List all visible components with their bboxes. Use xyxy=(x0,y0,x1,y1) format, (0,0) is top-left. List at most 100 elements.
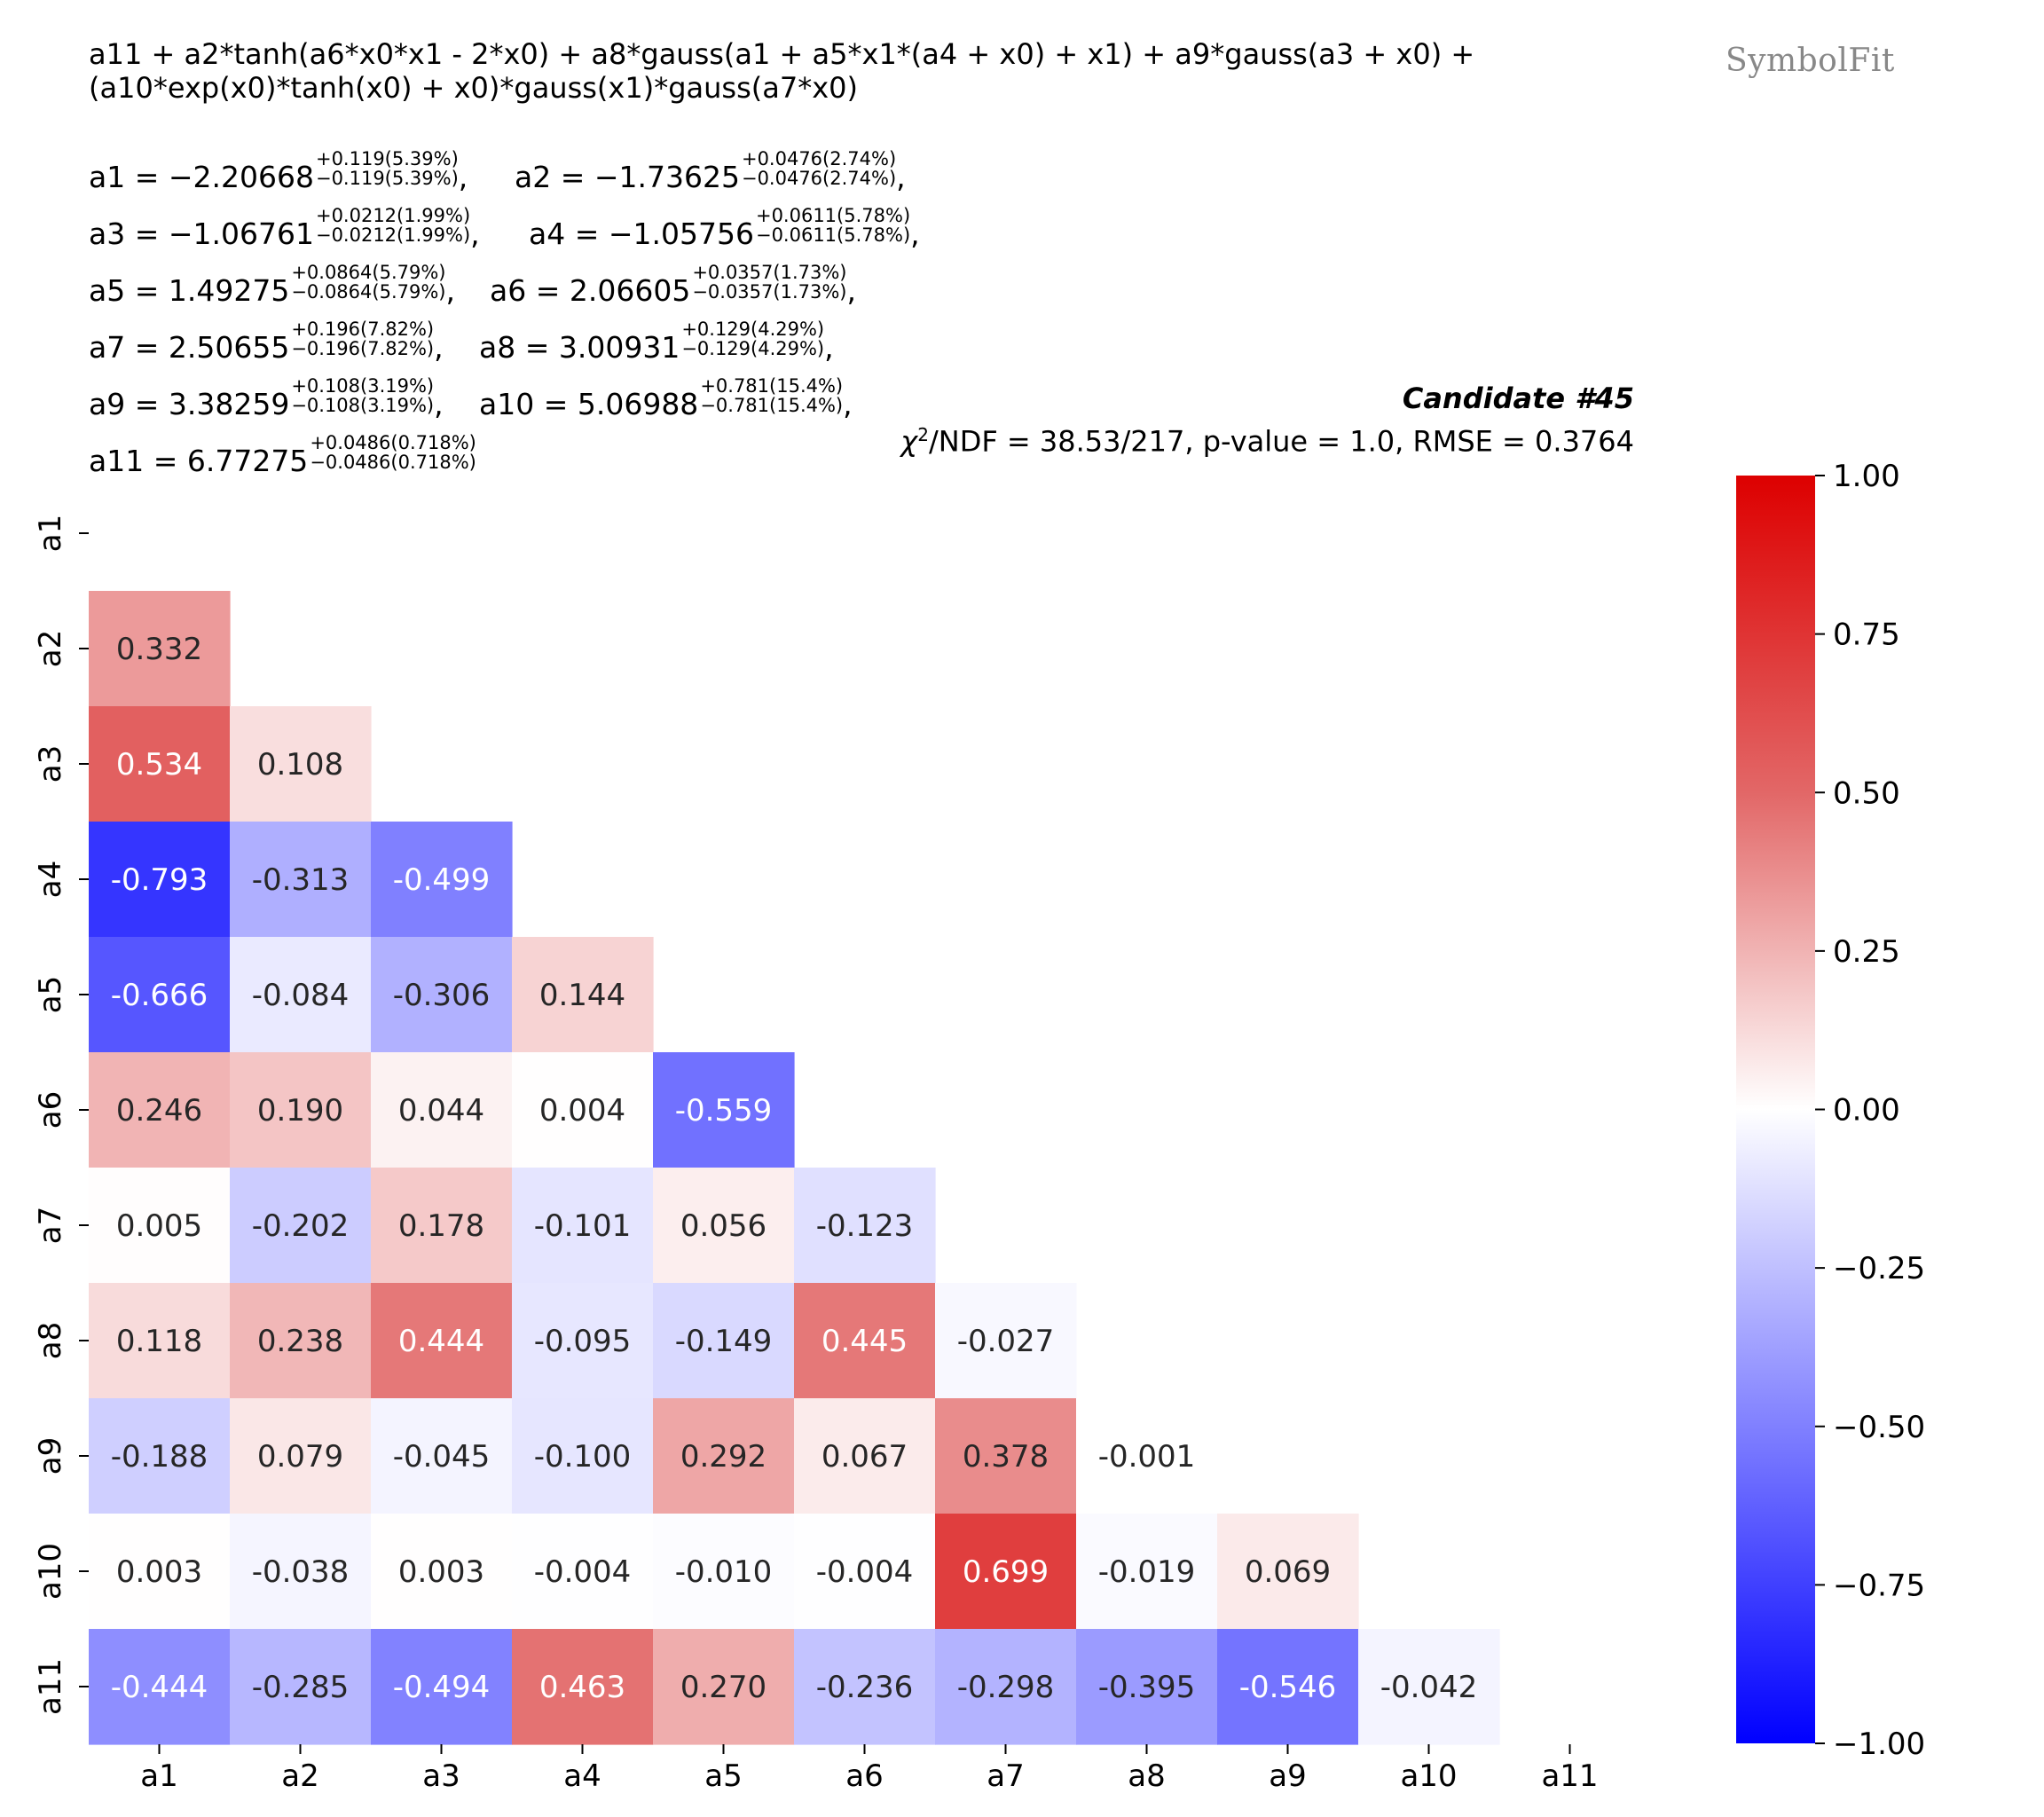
parameter-uncertainty: +0.781(15.4%) −0.781(15.4%) xyxy=(700,376,843,415)
candidate-label: Candidate #45 xyxy=(1402,381,1634,415)
chi-symbol: χ xyxy=(900,424,918,459)
x-axis-labels: a1 a2 a3 a4 a5 a6 a7 a8 a9 a10 a11 xyxy=(140,1744,1599,1794)
cell-value-label: -0.306 xyxy=(393,978,491,1013)
y-axis-labels: a1 a2 a3 a4 a5 a6 a7 a8 a9 a10 a11 xyxy=(33,515,89,1715)
uncertainty-down: −0.0357(1.73%) xyxy=(692,281,847,303)
x-tick-label: a5 xyxy=(704,1758,742,1794)
cell-value-label: 0.444 xyxy=(398,1324,484,1359)
cell-value-label: -0.298 xyxy=(957,1670,1055,1705)
parameter-uncertainty: +0.0486(0.718%) −0.0486(0.718%) xyxy=(310,433,476,472)
parameter-uncertainty: +0.0864(5.79%) −0.0864(5.79%) xyxy=(291,263,445,302)
cell-value-label: -0.095 xyxy=(534,1324,632,1359)
x-tick-label: a6 xyxy=(845,1758,883,1794)
y-tick-label: a7 xyxy=(33,1207,68,1244)
uncertainty-down: −0.119(5.39%) xyxy=(315,168,459,189)
cell-value-label: 0.445 xyxy=(822,1324,908,1359)
heatmap-cell xyxy=(230,937,372,1053)
parameter-value: a8 = 3.00931 xyxy=(479,330,680,365)
cell-value-label: 0.069 xyxy=(1245,1554,1331,1590)
cell-value-label: -0.004 xyxy=(816,1554,914,1590)
cell-value-label: -0.313 xyxy=(252,862,350,898)
heatmap-cell xyxy=(371,1283,513,1399)
heatmap-cell xyxy=(371,1629,513,1745)
heatmap-cell xyxy=(653,1052,795,1168)
heatmap-cell xyxy=(230,1514,372,1630)
heatmap-cell xyxy=(371,1052,513,1168)
heatmap-cell xyxy=(89,1514,231,1630)
heatmap-cell xyxy=(371,1398,513,1514)
heatmap-cell xyxy=(935,1514,1077,1630)
uncertainty-up: +0.0212(1.99%) xyxy=(315,205,471,226)
heatmap-cell xyxy=(89,1052,231,1168)
parameter-value: a4 = −1.05756 xyxy=(529,216,754,251)
cell-value-label: 0.246 xyxy=(116,1093,202,1129)
cell-value-label: -0.100 xyxy=(534,1439,632,1475)
parameter-value: a5 = 1.49275 xyxy=(89,273,290,308)
parameter-uncertainty: +0.0476(2.74%) −0.0476(2.74%) xyxy=(742,149,896,188)
y-tick-label: a2 xyxy=(33,630,68,667)
heatmap-cell xyxy=(512,937,654,1053)
parameter-a9: a9 = 3.38259 +0.108(3.19%) −0.108(3.19%), xyxy=(89,375,444,421)
cell-value-label: -0.546 xyxy=(1239,1670,1337,1705)
cell-value-label: 0.005 xyxy=(116,1208,202,1244)
heatmap-cell xyxy=(1076,1398,1218,1514)
x-tick-label: a10 xyxy=(1400,1758,1457,1794)
colorbar-ticks: 1.00 0.75 0.50 0.25 0.00 −0.25 −0.50 −0.75 −1.00 xyxy=(1815,459,1925,1762)
heatmap-cell xyxy=(1076,1629,1218,1745)
x-tick-label: a8 xyxy=(1128,1758,1165,1794)
uncertainty-down: −0.0611(5.78%) xyxy=(755,224,911,246)
parameter-uncertainty: +0.119(5.39%) −0.119(5.39%) xyxy=(316,149,459,188)
cell-value-label: -0.001 xyxy=(1098,1439,1196,1475)
parameter-a11: a11 = 6.77275 +0.0486(0.718%) −0.0486(0.71… xyxy=(89,433,476,478)
x-tick-label: a3 xyxy=(422,1758,460,1794)
y-tick-label: a9 xyxy=(33,1437,68,1475)
parameter-a8: a8 = 3.00931 +0.129(4.29%) −0.129(4.29%), xyxy=(479,319,834,365)
cell-value-label: -0.285 xyxy=(252,1670,350,1705)
heatmap-cell xyxy=(512,1629,654,1745)
colorbar xyxy=(1736,476,1815,1743)
parameter-a7: a7 = 2.50655 +0.196(7.82%) −0.196(7.82%), xyxy=(89,319,444,365)
parameter-value: a6 = 2.06605 xyxy=(490,273,691,308)
heatmap-cells: 0.332 0.534 0.108 -0.793 -0.313 -0.499 -0.666 -… xyxy=(89,591,1500,1745)
cell-value-label: -0.038 xyxy=(252,1554,350,1590)
cell-value-label: 0.292 xyxy=(680,1439,766,1475)
heatmap-cell xyxy=(794,1168,936,1284)
heatmap-cell xyxy=(794,1514,936,1630)
heatmap-cell xyxy=(230,1398,372,1514)
cell-value-label: -0.045 xyxy=(393,1439,491,1475)
uncertainty-up: +0.781(15.4%) xyxy=(700,375,844,397)
parameter-a4: a4 = −1.05756 +0.0611(5.78%) −0.0611(5.78%… xyxy=(529,205,920,251)
cell-value-label: -0.236 xyxy=(816,1670,914,1705)
uncertainty-down: −0.196(7.82%) xyxy=(291,338,435,359)
heatmap-cell xyxy=(1358,1629,1500,1745)
heatmap-cell xyxy=(89,1168,231,1284)
y-tick-label: a1 xyxy=(33,515,68,552)
cell-value-label: 0.332 xyxy=(116,632,202,667)
cell-value-label: -0.101 xyxy=(534,1208,632,1244)
cell-value-label: -0.188 xyxy=(111,1439,208,1475)
parameter-uncertainty: +0.0611(5.78%) −0.0611(5.78%) xyxy=(756,206,910,245)
heatmap-cell xyxy=(1217,1514,1359,1630)
parameter-uncertainty: +0.0212(1.99%) −0.0212(1.99%) xyxy=(316,206,470,245)
x-tick-label: a11 xyxy=(1541,1758,1598,1794)
heatmap-cell xyxy=(371,1514,513,1630)
cell-value-label: -0.019 xyxy=(1098,1554,1196,1590)
cell-value-label: -0.494 xyxy=(393,1670,491,1705)
heatmap-cell xyxy=(89,937,231,1053)
colorbar-tick-label: 1.00 xyxy=(1833,459,1900,494)
symbolfit-logo: SymbolFit xyxy=(1726,43,1895,79)
heatmap-cell xyxy=(89,822,231,938)
colorbar-tick-label: −0.75 xyxy=(1833,1568,1925,1603)
cell-value-label: 0.003 xyxy=(398,1554,484,1590)
y-tick-label: a4 xyxy=(33,861,68,898)
cell-value-label: 0.003 xyxy=(116,1554,202,1590)
heatmap-cell xyxy=(89,1283,231,1399)
colorbar-tick-label: −0.50 xyxy=(1833,1410,1925,1445)
heatmap-cell xyxy=(89,706,231,822)
heatmap-cell xyxy=(512,1168,654,1284)
heatmap-cell xyxy=(230,1283,372,1399)
uncertainty-up: +0.0486(0.718%) xyxy=(310,432,476,453)
parameter-uncertainty: +0.129(4.29%) −0.129(4.29%) xyxy=(681,319,824,358)
uncertainty-up: +0.0476(2.74%) xyxy=(741,148,897,169)
